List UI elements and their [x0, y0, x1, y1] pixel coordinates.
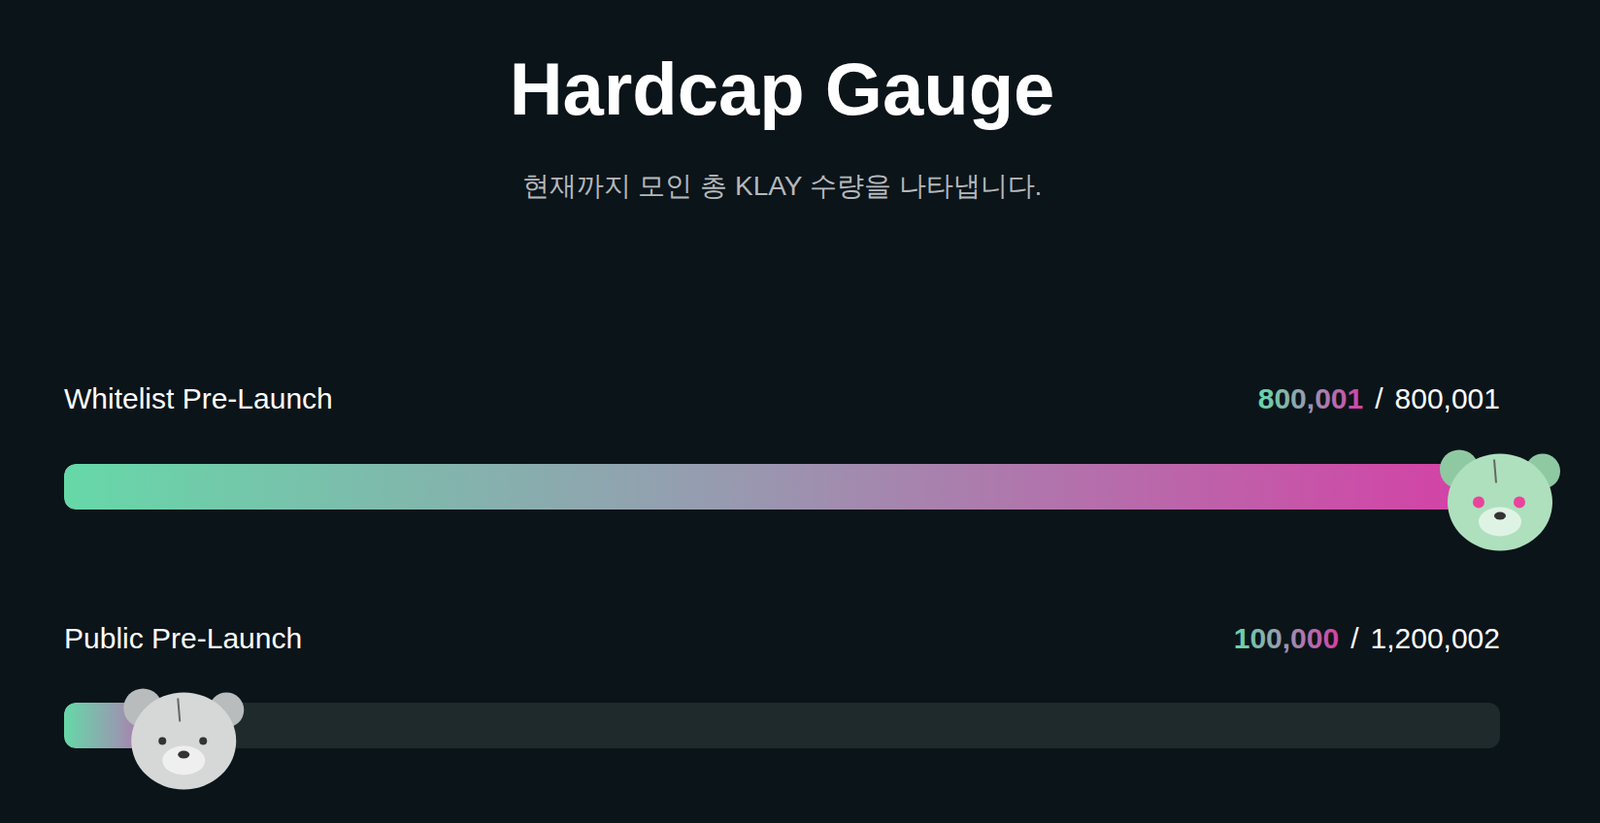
bear-icon — [123, 689, 244, 791]
gauge-label: Public Pre-Launch — [64, 622, 302, 655]
gauge-label: Whitelist Pre-Launch — [64, 382, 334, 415]
gauge-track — [64, 464, 1500, 510]
gauge-fill — [64, 464, 1500, 510]
gauge-page: Hardcap Gauge 현재까지 모인 총 KLAY 수량을 나타냅니다. Wh… — [0, 0, 1600, 823]
separator: / — [1350, 622, 1360, 655]
gauge-track — [64, 702, 1500, 749]
cap-label: 800,001 — [1395, 382, 1500, 415]
marks — [64, 464, 1500, 510]
title: Hardcap Gauge — [509, 47, 1056, 131]
gauge-row: Public Pre-Launch 1,200,002 / 100,000 — [64, 622, 1500, 791]
bear-icon — [1439, 450, 1561, 552]
separator: / — [1374, 382, 1384, 415]
cap-label: 1,200,002 — [1370, 622, 1500, 655]
value-label: 100,000 — [1233, 622, 1339, 655]
background — [0, 0, 1600, 823]
gauge-row: Whitelist Pre-Launch 800,001 / 800,001 — [64, 382, 1561, 552]
value-label: 800,001 — [1258, 382, 1364, 415]
subtitle: 현재까지 모인 총 KLAY 수량을 나타냅니다. — [522, 170, 1043, 201]
